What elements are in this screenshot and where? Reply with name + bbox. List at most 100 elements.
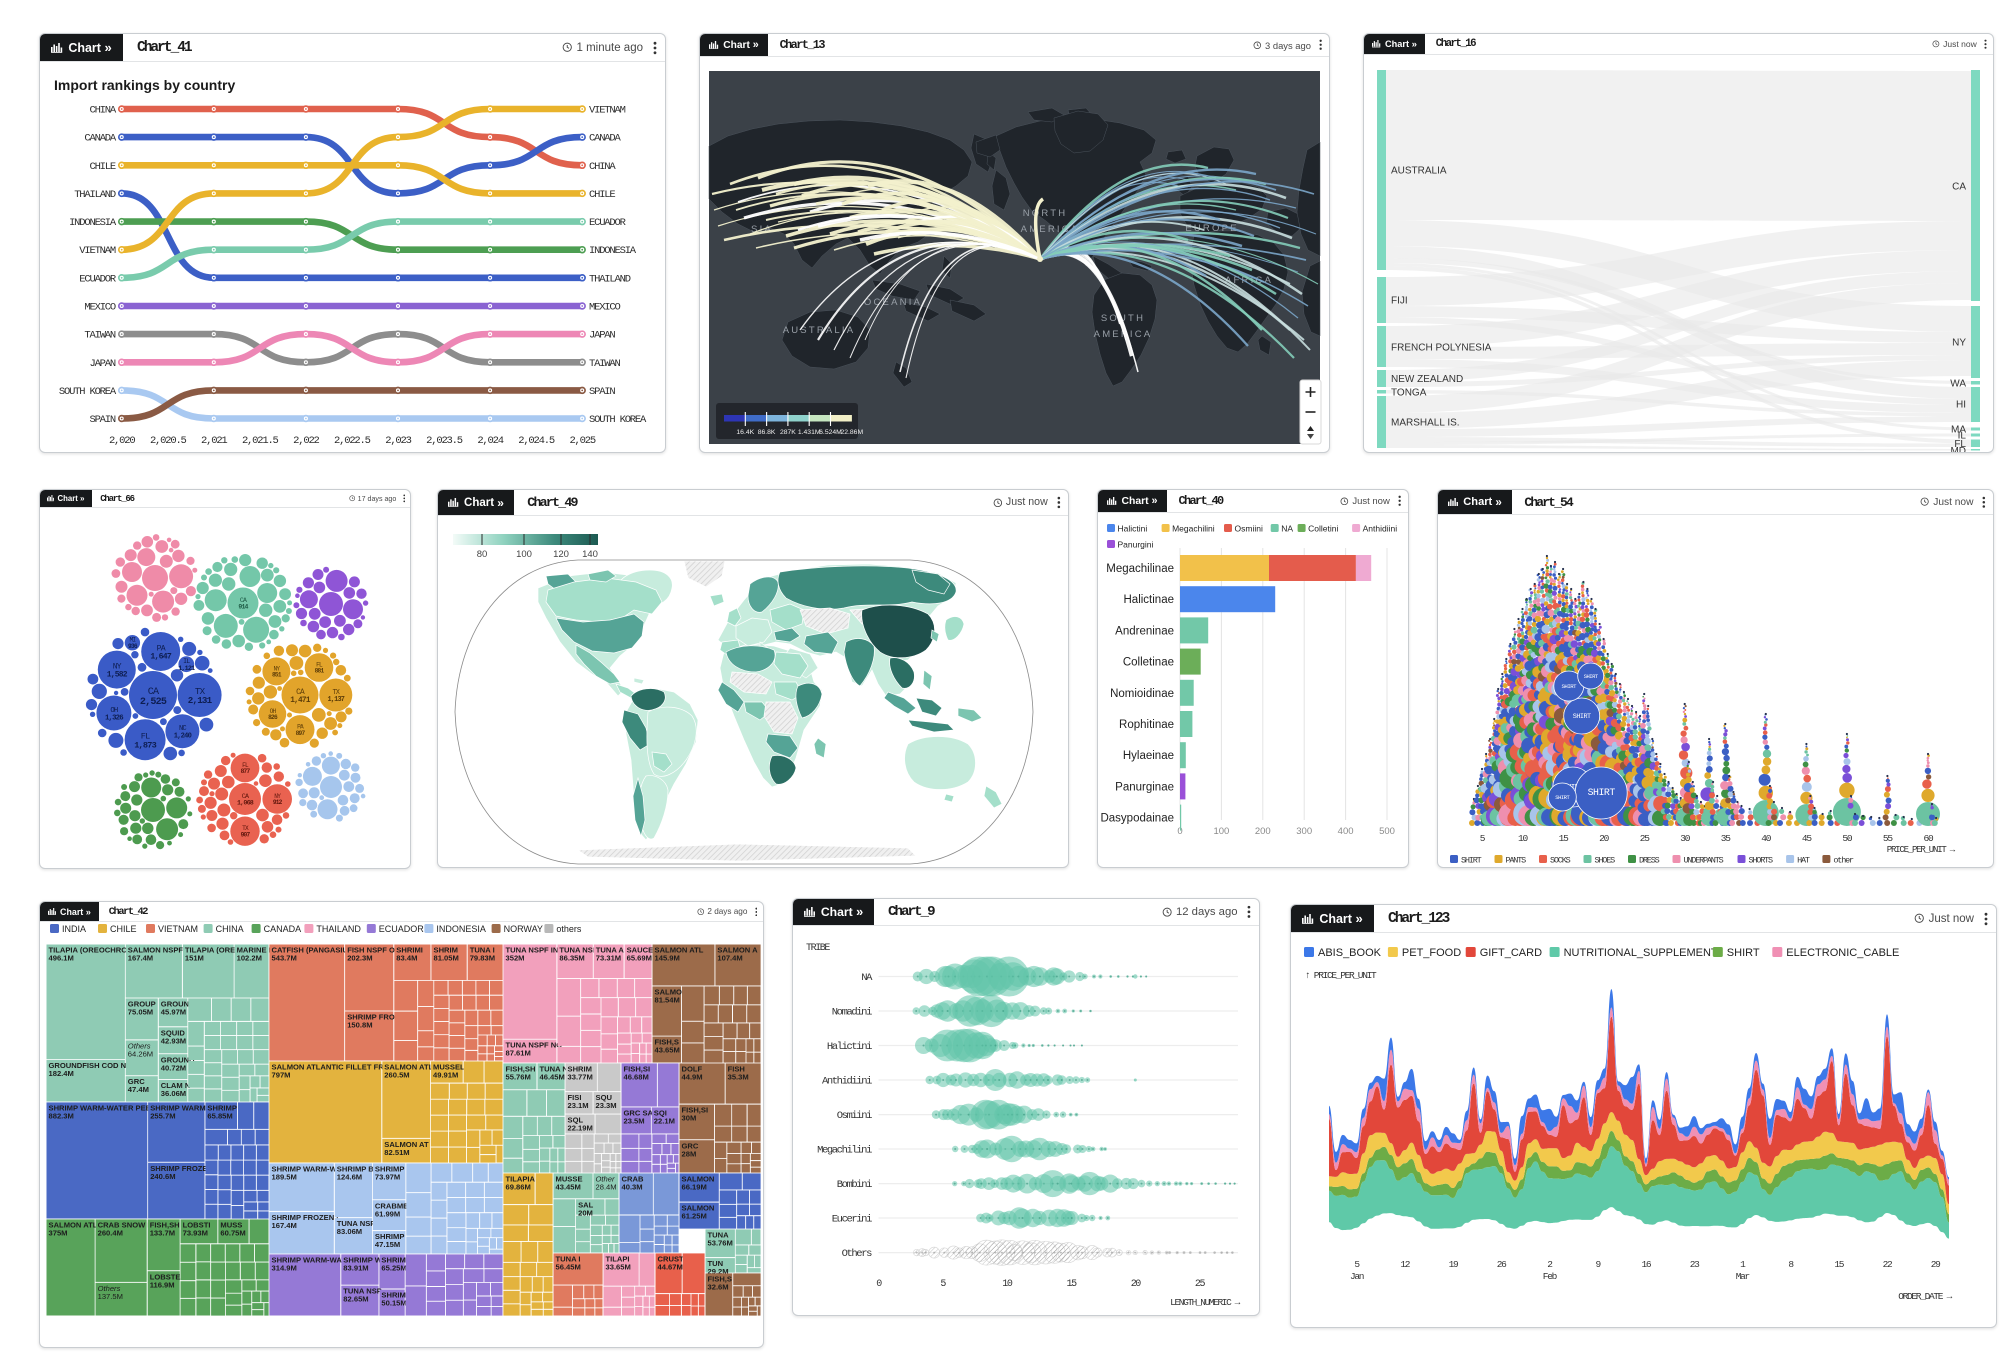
svg-text:100: 100	[516, 549, 532, 560]
svg-text:182.4M: 182.4M	[49, 1069, 74, 1078]
svg-text:314.9M: 314.9M	[272, 1264, 297, 1273]
svg-text:Megachilini: Megachilini	[817, 1145, 872, 1157]
svg-text:FISH,SI: FISH,SI	[624, 1065, 651, 1074]
svg-text:2,023: 2,023	[385, 435, 411, 447]
svg-text:SALMON A: SALMON A	[717, 946, 758, 955]
svg-text:Hylaeinae: Hylaeinae	[1123, 750, 1174, 762]
svg-text:45: 45	[1802, 833, 1813, 844]
svg-text:MEXICO: MEXICO	[589, 302, 621, 314]
svg-text:20: 20	[1131, 1279, 1142, 1290]
svg-text:PRICE_PER_UNIT →: PRICE_PER_UNIT →	[1887, 845, 1956, 855]
svg-text:FISH,S: FISH,S	[708, 1275, 732, 1284]
svg-text:56.45M: 56.45M	[556, 1263, 581, 1272]
svg-text:64.26M: 64.26M	[128, 1049, 153, 1058]
svg-text:OH: OH	[270, 708, 277, 715]
svg-text:SPAIN: SPAIN	[89, 414, 115, 426]
svg-text:Osmiini: Osmiini	[1235, 524, 1263, 534]
svg-text:TUNA A: TUNA A	[596, 946, 625, 955]
svg-text:CRABME: CRABME	[375, 1201, 408, 1210]
svg-text:1,582: 1,582	[107, 671, 128, 680]
svg-text:912: 912	[273, 799, 283, 806]
svg-text:SALMON: SALMON	[682, 1175, 715, 1184]
svg-text:82.65M: 82.65M	[343, 1295, 368, 1304]
svg-text:GROUNDFISH COD NSP: GROUNDFISH COD NSP	[49, 1061, 137, 1070]
svg-text:TONGA: TONGA	[1391, 388, 1427, 399]
svg-text:Anthidiini: Anthidiini	[822, 1076, 872, 1088]
svg-text:SHRIMP: SHRIMP	[381, 1256, 411, 1265]
svg-text:THAILAND: THAILAND	[316, 924, 361, 934]
svg-text:SHIRT: SHIRT	[1555, 794, 1570, 801]
svg-text:NY: NY	[273, 665, 280, 672]
svg-text:1: 1	[1740, 1259, 1746, 1270]
svg-text:SHRIMP W: SHRIMP W	[343, 1256, 383, 1265]
svg-text:2,021.5: 2,021.5	[242, 435, 279, 447]
svg-text:65.85M: 65.85M	[207, 1112, 232, 1121]
svg-text:20M: 20M	[578, 1208, 593, 1217]
svg-text:73.97M: 73.97M	[375, 1173, 400, 1182]
svg-text:23.3M: 23.3M	[596, 1101, 617, 1110]
svg-text:400: 400	[1338, 826, 1354, 837]
svg-text:SHOES: SHOES	[1595, 856, 1616, 866]
svg-text:140: 140	[582, 549, 598, 560]
svg-text:MUSS: MUSS	[220, 1221, 242, 1230]
svg-text:150.8M: 150.8M	[347, 1021, 372, 1030]
svg-text:CA: CA	[296, 689, 305, 697]
svg-text:THAILAND: THAILAND	[74, 189, 116, 201]
svg-text:375M: 375M	[49, 1229, 68, 1238]
svg-text:SHRIM: SHRIM	[568, 1065, 592, 1074]
svg-text:260.4M: 260.4M	[98, 1229, 123, 1238]
svg-text:SQU: SQU	[596, 1093, 613, 1102]
svg-text:CHILE: CHILE	[89, 161, 115, 173]
svg-text:30: 30	[1680, 833, 1691, 844]
svg-text:SHRIMP FROZ: SHRIMP FROZ	[347, 1013, 400, 1022]
svg-text:50: 50	[1842, 833, 1853, 844]
svg-text:THAILAND: THAILAND	[589, 273, 631, 285]
svg-text:255.7M: 255.7M	[150, 1112, 175, 1121]
svg-text:CRUSTA: CRUSTA	[658, 1255, 690, 1264]
svg-text:↑ PRICE_PER_UNIT: ↑ PRICE_PER_UNIT	[1305, 970, 1377, 981]
svg-text:2: 2	[1547, 1259, 1553, 1270]
svg-text:TUNA N: TUNA N	[540, 1065, 568, 1074]
svg-text:29: 29	[1931, 1259, 1941, 1270]
svg-text:1,240: 1,240	[174, 732, 192, 740]
svg-text:ORDER_DATE →: ORDER_DATE →	[1898, 1291, 1952, 1302]
svg-text:SPAIN: SPAIN	[589, 386, 615, 398]
svg-text:HI: HI	[1956, 400, 1966, 411]
svg-text:1,873: 1,873	[134, 740, 156, 750]
svg-text:FISH: FISH	[728, 1065, 745, 1074]
svg-text:GROUP: GROUP	[128, 1000, 156, 1009]
svg-text:CLAM N: CLAM N	[161, 1081, 191, 1090]
svg-text:44.67M: 44.67M	[658, 1263, 683, 1272]
svg-text:29.2M: 29.2M	[708, 1267, 729, 1276]
svg-text:Others: Others	[128, 1041, 151, 1050]
svg-text:66.19M: 66.19M	[682, 1183, 707, 1192]
svg-text:other: other	[1833, 856, 1854, 866]
svg-text:SHRIMP WARM-W: SHRIMP WARM-W	[272, 1165, 338, 1174]
svg-text:10: 10	[1518, 833, 1529, 844]
svg-text:16.4K: 16.4K	[736, 429, 754, 436]
svg-text:SAL: SAL	[578, 1200, 594, 1209]
svg-text:45.97M: 45.97M	[161, 1008, 186, 1017]
svg-text:Nomadini: Nomadini	[832, 1007, 872, 1019]
svg-text:LOBSTI: LOBSTI	[183, 1221, 211, 1230]
svg-text:MARSHALL IS.: MARSHALL IS.	[1391, 418, 1460, 429]
svg-text:IL: IL	[183, 658, 190, 666]
svg-text:AFRICA: AFRICA	[1225, 275, 1273, 286]
svg-text:2,021: 2,021	[201, 435, 227, 447]
svg-text:23.5M: 23.5M	[624, 1117, 645, 1126]
svg-text:50.15M: 50.15M	[381, 1299, 406, 1308]
svg-text:GRC: GRC	[128, 1077, 145, 1086]
svg-text:CHINA: CHINA	[589, 161, 616, 173]
svg-text:43.45M: 43.45M	[556, 1183, 581, 1192]
svg-text:40: 40	[1761, 833, 1772, 844]
svg-text:SHRIMP: SHRIMP	[207, 1104, 237, 1113]
svg-text:SHIRT: SHIRT	[1727, 947, 1760, 959]
svg-text:35.3M: 35.3M	[728, 1073, 749, 1082]
svg-text:WA: WA	[1950, 379, 1966, 390]
svg-text:2,024.5: 2,024.5	[518, 435, 555, 447]
svg-text:79.83M: 79.83M	[470, 954, 495, 963]
svg-text:100: 100	[1213, 826, 1229, 837]
svg-text:AUSTRALIA: AUSTRALIA	[1391, 166, 1447, 177]
svg-text:1,326: 1,326	[105, 714, 123, 722]
svg-text:CA: CA	[148, 687, 160, 698]
